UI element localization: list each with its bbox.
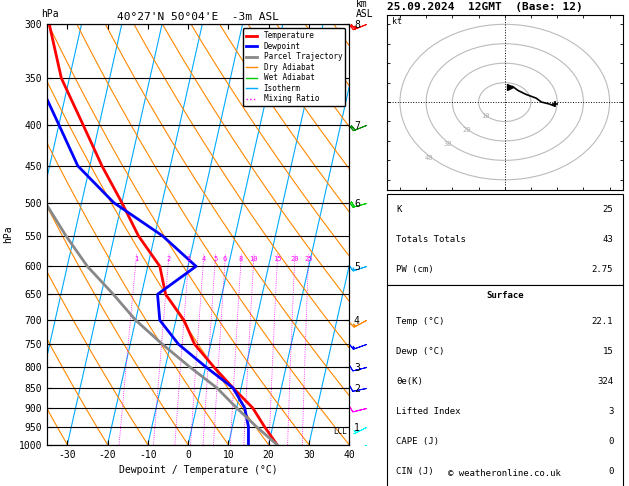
Text: 2: 2 xyxy=(166,256,170,261)
Text: 25: 25 xyxy=(603,205,613,214)
Text: 25: 25 xyxy=(304,256,313,261)
Text: PW (cm): PW (cm) xyxy=(396,265,434,274)
Text: Temp (°C): Temp (°C) xyxy=(396,317,445,326)
Bar xyxy=(387,285,623,486)
Text: 20: 20 xyxy=(463,127,471,133)
Text: 8: 8 xyxy=(239,256,243,261)
Text: 324: 324 xyxy=(597,377,613,386)
X-axis label: Dewpoint / Temperature (°C): Dewpoint / Temperature (°C) xyxy=(119,465,277,475)
Text: 10: 10 xyxy=(482,113,490,119)
Text: km
ASL: km ASL xyxy=(355,0,373,19)
Text: 10: 10 xyxy=(249,256,258,261)
Text: 0: 0 xyxy=(608,468,613,476)
Text: 2.75: 2.75 xyxy=(592,265,613,274)
Text: 5: 5 xyxy=(213,256,218,261)
Text: kt: kt xyxy=(392,17,402,26)
Text: Lifted Index: Lifted Index xyxy=(396,407,461,416)
Text: CIN (J): CIN (J) xyxy=(396,468,434,476)
Text: 1: 1 xyxy=(134,256,138,261)
Text: Dewp (°C): Dewp (°C) xyxy=(396,347,445,356)
Text: 15: 15 xyxy=(273,256,282,261)
Text: 6: 6 xyxy=(223,256,227,261)
Text: 30: 30 xyxy=(444,141,452,147)
Text: 20: 20 xyxy=(291,256,299,261)
Text: K: K xyxy=(396,205,402,214)
Text: 22.1: 22.1 xyxy=(592,317,613,326)
Legend: Temperature, Dewpoint, Parcel Trajectory, Dry Adiabat, Wet Adiabat, Isotherm, Mi: Temperature, Dewpoint, Parcel Trajectory… xyxy=(243,28,345,106)
Text: CAPE (J): CAPE (J) xyxy=(396,437,439,446)
Text: Totals Totals: Totals Totals xyxy=(396,235,466,244)
Title: 40°27'N 50°04'E  -3m ASL: 40°27'N 50°04'E -3m ASL xyxy=(117,12,279,22)
Text: 15: 15 xyxy=(603,347,613,356)
Text: 25.09.2024  12GMT  (Base: 12): 25.09.2024 12GMT (Base: 12) xyxy=(387,2,582,12)
Y-axis label: hPa: hPa xyxy=(3,226,13,243)
Text: LCL: LCL xyxy=(333,427,347,436)
Text: © weatheronline.co.uk: © weatheronline.co.uk xyxy=(448,469,561,478)
Text: Surface: Surface xyxy=(486,291,523,300)
Text: 4: 4 xyxy=(201,256,206,261)
Text: hPa: hPa xyxy=(41,9,58,19)
Text: 0: 0 xyxy=(608,437,613,446)
Text: 43: 43 xyxy=(603,235,613,244)
Text: 3: 3 xyxy=(186,256,191,261)
Text: 40: 40 xyxy=(425,155,433,161)
Bar xyxy=(387,194,623,285)
Text: 3: 3 xyxy=(608,407,613,416)
Text: θe(K): θe(K) xyxy=(396,377,423,386)
